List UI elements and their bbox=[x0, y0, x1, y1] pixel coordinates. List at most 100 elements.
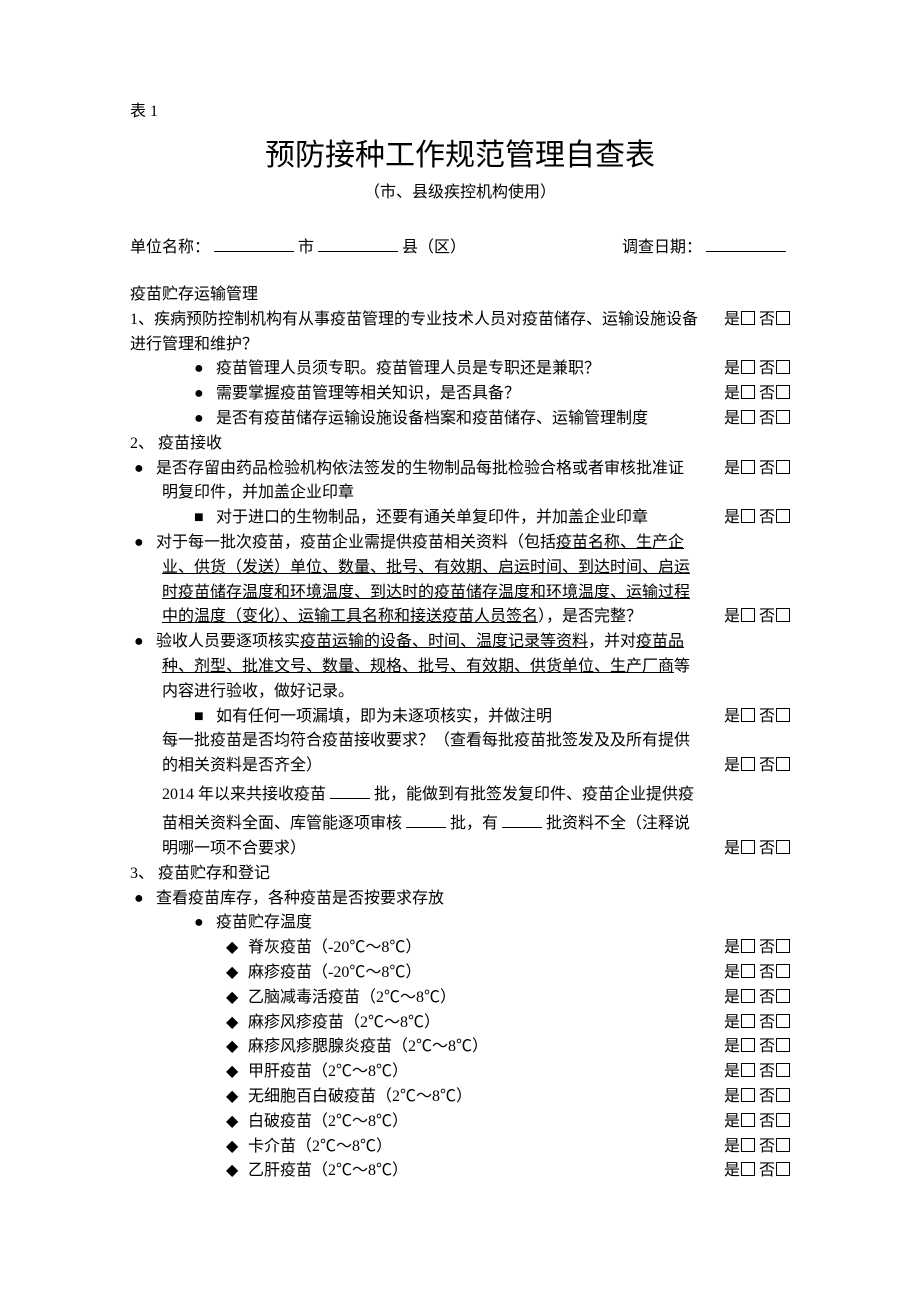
q2-5-no-cb[interactable] bbox=[776, 840, 790, 854]
bullet-icon: ● bbox=[134, 457, 156, 482]
bullet-icon: ● bbox=[194, 357, 216, 382]
diamond-icon: ◆ bbox=[226, 1135, 248, 1160]
q2-5-yes-cb[interactable] bbox=[741, 840, 755, 854]
bullet-icon: ● bbox=[194, 911, 216, 936]
vaccine-text: 白破疫苗（2℃～8℃） bbox=[248, 1113, 408, 1130]
diamond-icon: ◆ bbox=[226, 1011, 248, 1036]
vaccine-yes-cb[interactable] bbox=[741, 1113, 755, 1127]
q2-1-no-cb[interactable] bbox=[776, 460, 790, 474]
q2-3a-no-cb[interactable] bbox=[776, 708, 790, 722]
q2-5-blank2[interactable] bbox=[406, 808, 446, 828]
q1a: ●疫苗管理人员须专职。疫苗管理人员是专职还是兼职？ 是 否 bbox=[130, 357, 790, 382]
vaccine-yes-cb[interactable] bbox=[741, 1014, 755, 1028]
vaccine-yes-cb[interactable] bbox=[741, 939, 755, 953]
city-blank[interactable] bbox=[214, 232, 294, 252]
vaccine-yes-cb[interactable] bbox=[741, 1088, 755, 1102]
header-row: 单位名称： 市 县（区） 调查日期： bbox=[130, 232, 790, 261]
vaccine-yes-cb[interactable] bbox=[741, 964, 755, 978]
vaccine-no-cb[interactable] bbox=[776, 964, 790, 978]
q2-2-yes-cb[interactable] bbox=[741, 608, 755, 622]
vaccine-yn: 是 否 bbox=[698, 1085, 790, 1110]
q2-1-yn: 是 否 bbox=[698, 457, 790, 482]
bullet-icon: ● bbox=[194, 382, 216, 407]
q2-1b-yes-cb[interactable] bbox=[741, 509, 755, 523]
q2-1b-yn: 是 否 bbox=[698, 506, 790, 531]
q1c: ●是否有疫苗储存运输设施设备档案和疫苗储存、运输管理制度 是 否 bbox=[130, 407, 790, 432]
q3-1: ●查看疫苗库存，各种疫苗是否按要求存放 bbox=[130, 887, 790, 912]
diamond-icon: ◆ bbox=[226, 936, 248, 961]
diamond-icon: ◆ bbox=[226, 1085, 248, 1110]
diamond-icon: ◆ bbox=[226, 986, 248, 1011]
vaccine-text: 麻疹风疹疫苗（2℃～8℃） bbox=[248, 1014, 440, 1031]
vaccine-row: ◆白破疫苗（2℃～8℃）是 否 bbox=[130, 1110, 790, 1135]
q2-5-blank3[interactable] bbox=[502, 808, 542, 828]
q1-yes-cb[interactable] bbox=[741, 311, 755, 325]
vaccine-row: ◆麻疹风疹疫苗（2℃～8℃）是 否 bbox=[130, 1011, 790, 1036]
date-blank[interactable] bbox=[706, 232, 786, 252]
vaccine-no-cb[interactable] bbox=[776, 1162, 790, 1176]
vaccine-no-cb[interactable] bbox=[776, 1038, 790, 1052]
vaccine-row: ◆麻疹疫苗（-20℃～8℃）是 否 bbox=[130, 961, 790, 986]
q2-5-yn: 是 否 bbox=[698, 837, 790, 862]
square-icon: ■ bbox=[194, 705, 216, 730]
vaccine-row: ◆乙肝疫苗（2℃～8℃）是 否 bbox=[130, 1159, 790, 1184]
q2-1: ●是否存留由药品检验机构依法签发的生物制品每批检验合格或者审核批准证明复印件，并… bbox=[130, 457, 790, 507]
q2-3a: ■如有任何一项漏填，即为未逐项核实，并做注明 是 否 bbox=[130, 705, 790, 730]
q1a-yes-cb[interactable] bbox=[741, 360, 755, 374]
vaccine-row: ◆脊灰疫苗（-20℃～8℃）是 否 bbox=[130, 936, 790, 961]
q1b-yes-cb[interactable] bbox=[741, 385, 755, 399]
q2-2-no-cb[interactable] bbox=[776, 608, 790, 622]
q1-no-cb[interactable] bbox=[776, 311, 790, 325]
county-blank[interactable] bbox=[318, 232, 398, 252]
diamond-icon: ◆ bbox=[226, 961, 248, 986]
q1a-no-cb[interactable] bbox=[776, 360, 790, 374]
vaccine-no-cb[interactable] bbox=[776, 1063, 790, 1077]
q1b-yn: 是 否 bbox=[698, 382, 790, 407]
form-title: 预防接种工作规范管理自查表 bbox=[130, 133, 790, 180]
vaccine-yes-cb[interactable] bbox=[741, 1138, 755, 1152]
square-icon: ■ bbox=[194, 506, 216, 531]
vaccine-yes-cb[interactable] bbox=[741, 989, 755, 1003]
vaccine-yn: 是 否 bbox=[698, 986, 790, 1011]
vaccine-no-cb[interactable] bbox=[776, 1014, 790, 1028]
vaccine-no-cb[interactable] bbox=[776, 1138, 790, 1152]
table-number: 表 1 bbox=[130, 100, 790, 125]
vaccine-no-cb[interactable] bbox=[776, 1088, 790, 1102]
q2-5-blank1[interactable] bbox=[330, 779, 370, 799]
vaccine-yn: 是 否 bbox=[698, 961, 790, 986]
vaccine-no-cb[interactable] bbox=[776, 939, 790, 953]
q2-5: 2014 年以来共接收疫苗批，能做到有批签发复印件、疫苗企业提供疫苗相关资料全面… bbox=[130, 779, 790, 862]
q2-4-no-cb[interactable] bbox=[776, 757, 790, 771]
form-subtitle: （市、县级疾控机构使用） bbox=[130, 181, 790, 206]
q2-2-post: ），是否完整？ bbox=[538, 608, 642, 625]
vaccine-row: ◆乙脑减毒活疫苗（2℃～8℃）是 否 bbox=[130, 986, 790, 1011]
city-label: 市 bbox=[298, 236, 314, 261]
vaccine-yn: 是 否 bbox=[698, 1110, 790, 1135]
q2-4-yes-cb[interactable] bbox=[741, 757, 755, 771]
q1b-no-cb[interactable] bbox=[776, 385, 790, 399]
vaccine-yes-cb[interactable] bbox=[741, 1038, 755, 1052]
bullet-icon: ● bbox=[134, 887, 156, 912]
q1c-yes-cb[interactable] bbox=[741, 410, 755, 424]
vaccine-row: ◆麻疹风疹腮腺炎疫苗（2℃～8℃）是 否 bbox=[130, 1035, 790, 1060]
q2-2-yn: 是 否 bbox=[698, 605, 790, 630]
vaccine-no-cb[interactable] bbox=[776, 1113, 790, 1127]
q2-1-yes-cb[interactable] bbox=[741, 460, 755, 474]
date-label: 调查日期： bbox=[622, 236, 702, 261]
diamond-icon: ◆ bbox=[226, 1035, 248, 1060]
q1c-no-cb[interactable] bbox=[776, 410, 790, 424]
vaccine-text: 无细胞百白破疫苗（2℃～8℃） bbox=[248, 1088, 472, 1105]
diamond-icon: ◆ bbox=[226, 1159, 248, 1184]
unit-label: 单位名称： bbox=[130, 236, 210, 261]
q2-3a-yes-cb[interactable] bbox=[741, 708, 755, 722]
q2-1b-no-cb[interactable] bbox=[776, 509, 790, 523]
q1c-yn: 是 否 bbox=[698, 407, 790, 432]
vaccine-yes-cb[interactable] bbox=[741, 1162, 755, 1176]
q2-4: 每一批疫苗是否均符合疫苗接收要求？（查看每批疫苗批签发及及所有提供的相关资料是否… bbox=[130, 729, 790, 779]
q1-text: 1、疾病预防控制机构有从事疫苗管理的专业技术人员对疫苗储存、运输设施设备进行管理… bbox=[130, 308, 698, 358]
vaccine-no-cb[interactable] bbox=[776, 989, 790, 1003]
q1a-yn: 是 否 bbox=[698, 357, 790, 382]
vaccine-yes-cb[interactable] bbox=[741, 1063, 755, 1077]
vaccine-text: 乙肝疫苗（2℃～8℃） bbox=[248, 1162, 408, 1179]
q1: 1、疾病预防控制机构有从事疫苗管理的专业技术人员对疫苗储存、运输设施设备进行管理… bbox=[130, 308, 790, 358]
